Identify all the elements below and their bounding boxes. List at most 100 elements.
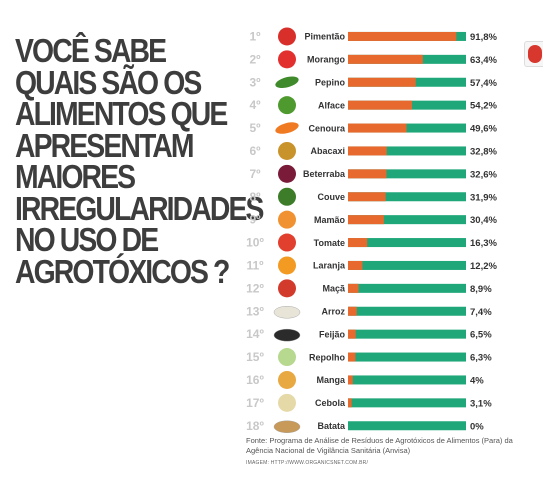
value-label: 32,6% [470,169,497,180]
bar-regular [348,375,466,385]
bar-irregular [348,169,387,179]
headline-line: MAIORES [15,158,136,195]
headline-line: VOCÊ SABE [15,32,167,69]
bar-irregular [348,77,416,87]
value-label: 16,3% [470,238,497,249]
papaya-icon [278,210,296,229]
bar-irregular [348,215,384,225]
food-label: Couve [317,192,345,202]
bar-irregular [348,283,359,293]
food-label: Beterraba [303,169,346,179]
carrot-icon [275,122,299,134]
rank-label: 17º [246,396,264,410]
bar-regular [348,123,466,133]
bar-irregular [348,375,353,385]
cabbage-icon [278,348,296,367]
headline-line: AGROTÓXICOS ? [15,252,230,290]
value-label: 91,8% [470,32,497,43]
value-label: 54,2% [470,101,497,112]
rank-label: 4º [249,98,261,112]
rank-label: 14º [246,327,264,341]
rank-label: 11º [246,258,264,272]
rank-label: 8º [249,190,261,204]
value-label: 30,4% [470,215,497,226]
food-label: Mamão [314,215,346,225]
food-label: Arroz [321,306,345,316]
food-label: Morango [307,55,345,65]
food-label: Pepino [315,77,346,87]
headline-line: ALIMENTOS QUE [15,95,228,132]
bar-irregular [348,54,423,64]
food-label: Laranja [313,261,346,271]
potato-icon [273,420,301,433]
value-label: 0% [470,421,484,432]
kale-icon [278,187,296,206]
value-label: 32,8% [470,146,497,157]
bar-regular [348,238,466,248]
food-label: Manga [316,375,345,385]
rank-label: 10º [246,236,264,250]
value-label: 31,9% [470,192,497,203]
rank-label: 12º [246,281,264,295]
food-label: Tomate [314,238,345,248]
beet-icon [278,164,296,183]
bar-regular [348,260,466,270]
bar-regular [348,283,466,293]
value-label: 7,4% [470,307,492,318]
bar-irregular [348,31,457,41]
rank-label: 18º [246,419,264,433]
food-label: Feijão [319,329,346,339]
apple-icon [278,279,296,298]
bar-irregular [348,352,356,362]
rank-label: 15º [246,350,264,364]
food-label: Pimentão [304,32,345,42]
value-label: 3,1% [470,398,492,409]
bar-irregular [348,192,386,202]
bar-irregular [348,260,363,270]
headline-line: APRESENTAM [15,126,195,164]
rank-label: 7º [249,167,261,181]
beans-icon [273,328,301,342]
rank-label: 1º [249,29,261,43]
bar-regular [348,146,466,156]
onion-icon [278,393,296,412]
value-label: 12,2% [470,261,497,272]
food-label: Repolho [309,352,345,362]
rank-label: 5º [249,121,261,135]
bar-irregular [348,238,368,248]
bar-irregular [348,329,356,339]
bar-regular [348,421,466,431]
value-label: 6,5% [470,330,492,341]
source-note: Fonte: Programa de Análise de Resíduos d… [246,436,513,455]
rank-label: 13º [246,304,264,318]
pepper-icon [278,27,296,46]
rice-icon [273,306,301,319]
pineapple-icon [278,141,296,160]
brand-logo [524,41,543,67]
bar-regular [348,215,466,225]
strawberry-icon [278,50,296,69]
bar-irregular [348,146,387,156]
image-credit: IMAGEM: HTTP://WWW.ORGANICSNET.COM.BR/ [246,460,369,466]
rank-label: 6º [249,144,261,158]
rank-label: 16º [246,373,264,387]
food-label: Cebola [315,398,346,408]
orange-icon [278,256,296,275]
bar-regular [348,192,466,202]
value-label: 4% [470,375,484,386]
value-label: 6,3% [470,353,492,364]
bar-irregular [348,123,407,133]
bar-regular [348,352,466,362]
headline-line: QUAIS SÃO OS [15,63,202,101]
bar-regular [348,398,466,408]
value-label: 8,9% [470,284,492,295]
logo-icon [528,45,542,63]
rank-label: 2º [249,52,261,66]
food-label: Cenoura [308,123,346,133]
tomato-icon [278,233,296,252]
rank-label: 9º [249,213,261,227]
food-label: Maçã [322,284,346,294]
food-label: Batata [317,421,346,431]
value-label: 49,6% [470,124,497,135]
